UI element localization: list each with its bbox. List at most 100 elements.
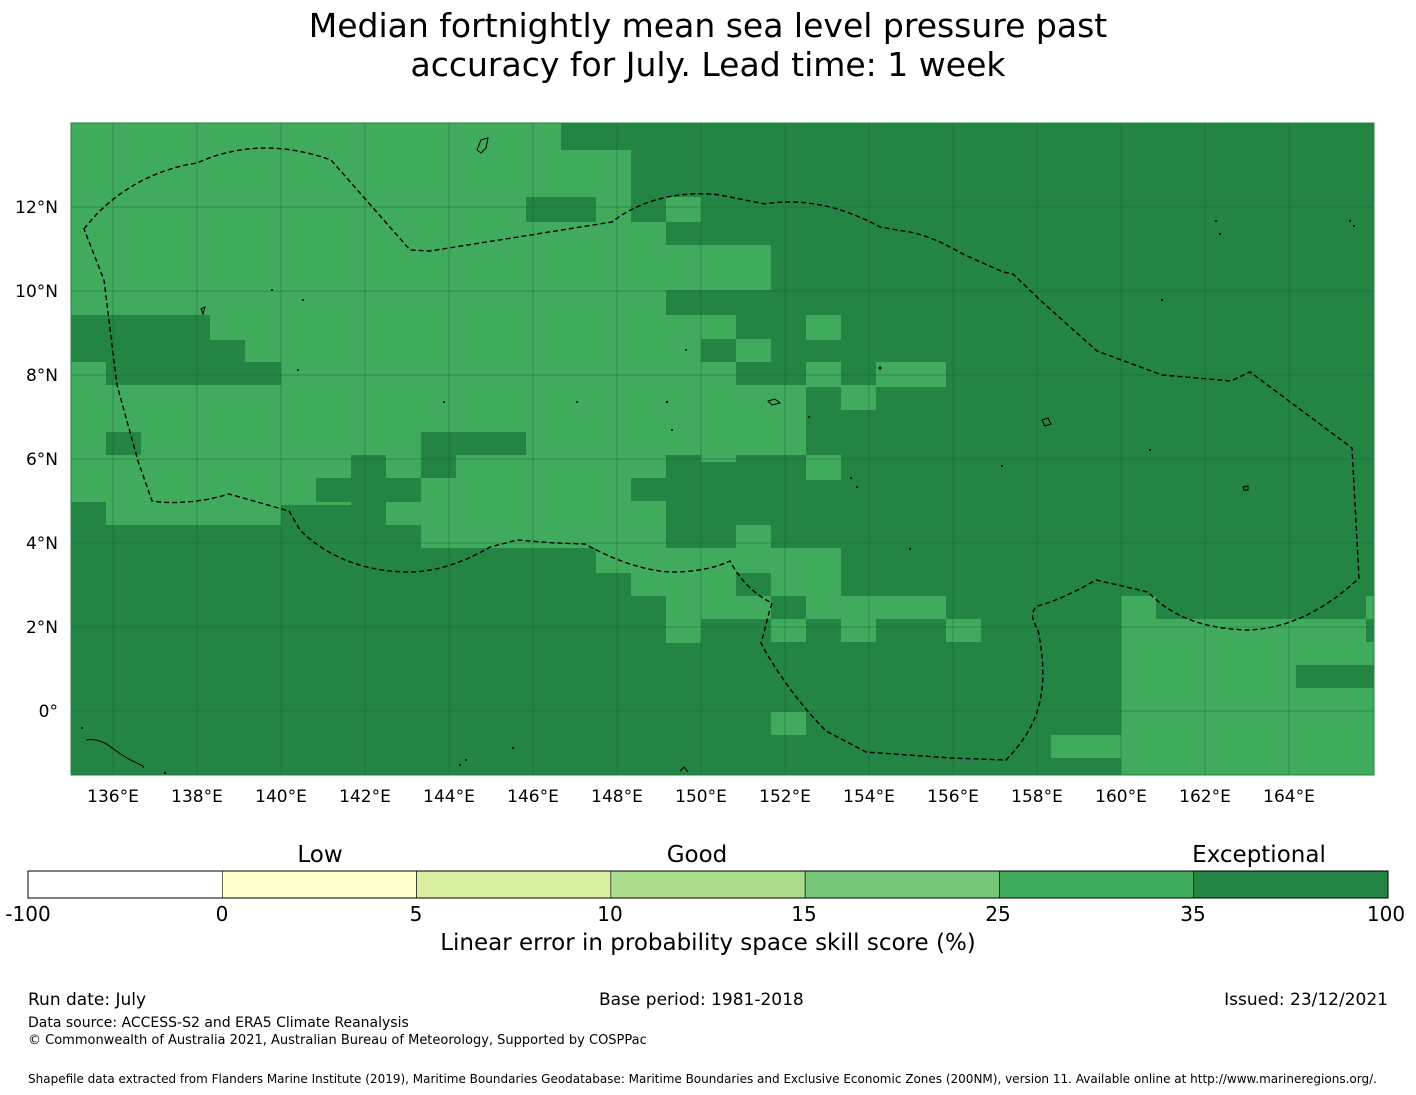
region-block: [701, 315, 736, 340]
copyright: © Commonwealth of Australia 2021, Austra…: [28, 1033, 647, 1048]
region-block: [666, 197, 701, 222]
atoll-dot: [671, 429, 673, 431]
lon-tick-label: 152°E: [759, 787, 811, 807]
colorbar-segment: [221, 870, 417, 899]
atoll-dot: [1149, 449, 1151, 451]
region-block: [736, 525, 771, 573]
atoll-dot: [1215, 220, 1217, 222]
region-block: [771, 619, 806, 642]
region-block: [1051, 735, 1121, 758]
atoll-dot: [271, 289, 273, 291]
region-block: [701, 339, 736, 362]
lon-tick-label: 158°E: [1011, 787, 1063, 807]
lat-tick-label: 6°N: [26, 450, 58, 470]
region-block: [1366, 619, 1374, 642]
lon-tick-label: 144°E: [423, 787, 475, 807]
colorbar-segments: [27, 870, 1389, 899]
colorbar-title: Linear error in probability space skill …: [440, 930, 976, 956]
region-block: [1296, 665, 1374, 688]
atoll-dot: [850, 477, 852, 479]
region-block: [1366, 642, 1374, 775]
pohnpei-island-outline: [1041, 417, 1052, 427]
region-block: [736, 573, 771, 596]
atoll-dot: [163, 771, 167, 775]
region-block: [526, 222, 666, 495]
colorbar-segment: [610, 870, 806, 899]
colorbar-segment: [416, 870, 612, 899]
atoll-dot: [443, 401, 445, 403]
good-skill-region: [71, 123, 1374, 775]
atoll-dot: [808, 416, 810, 418]
issued-date: Issued: 23/12/2021: [1224, 990, 1388, 1010]
region-block: [771, 596, 806, 619]
region-block: [106, 362, 281, 385]
region-block: [526, 197, 596, 222]
colorbar-tick: 5: [409, 902, 423, 926]
region-block: [806, 315, 841, 340]
data-source: Data source: ACCESS-S2 and ERA5 Climate …: [28, 1015, 409, 1031]
atoll-dot: [576, 401, 578, 403]
colorbar-frame: [27, 870, 1389, 899]
colorbar-label-good: Good: [666, 842, 728, 868]
colorbar-tick: 10: [597, 902, 623, 926]
lon-tick-label: 148°E: [591, 787, 643, 807]
lon-tick-label: 142°E: [339, 787, 391, 807]
lat-tick-label: 10°N: [15, 282, 58, 302]
region-block: [631, 478, 701, 501]
shapefile-credit: Shapefile data extracted from Flanders M…: [28, 1072, 1377, 1086]
region-block: [421, 432, 526, 455]
region-block: [771, 548, 841, 596]
region-block: [386, 502, 421, 525]
colorbar-tick: 35: [1180, 902, 1206, 926]
lon-tick-label: 138°E: [171, 787, 223, 807]
colorbar-tick: -100: [5, 902, 51, 926]
region-block: [736, 362, 806, 385]
colorbar-tick: 100: [1366, 902, 1406, 926]
colorbar-label-exceptional: Exceptional: [1192, 842, 1326, 868]
new-ireland-coast-outline: [679, 766, 689, 773]
atoll-dot: [1349, 220, 1351, 222]
region-block: [316, 478, 421, 502]
colorbar-segment: [804, 870, 1000, 899]
region-block: [701, 596, 771, 619]
region-block: [666, 245, 771, 290]
lon-tick-label: 164°E: [1263, 787, 1315, 807]
atoll-dot: [878, 366, 882, 370]
yap-island-outline: [200, 306, 206, 316]
region-block: [841, 619, 876, 642]
map-title: Median fortnightly mean sea level pressu…: [0, 6, 1416, 84]
lat-tick-label: 2°N: [26, 618, 58, 638]
atoll-dot: [1001, 465, 1003, 467]
region-block: [596, 173, 631, 223]
colorbar-tick: 0: [215, 902, 229, 926]
atoll-dot: [856, 486, 858, 488]
eez-boundary: [83, 147, 1360, 761]
islands: [85, 137, 1249, 773]
base-period: Base period: 1981-2018: [599, 990, 804, 1010]
lon-tick-label: 162°E: [1179, 787, 1231, 807]
region-block: [736, 339, 771, 364]
skill-score-map: 136°E 138°E 140°E 142°E 144°E 146°E 148°…: [15, 122, 1375, 807]
atoll-dots: [81, 220, 1355, 775]
atoll-dot: [1219, 233, 1221, 235]
region-block: [1156, 619, 1366, 775]
atoll-dot: [465, 759, 467, 761]
region-block: [631, 222, 666, 247]
lat-tick-label: 0°: [39, 702, 58, 722]
region-block: [771, 712, 806, 735]
map-frame: [70, 122, 1375, 776]
lon-tick-label: 160°E: [1095, 787, 1147, 807]
lat-tick-label: 8°N: [26, 366, 58, 386]
colorbar: [27, 870, 1389, 899]
region-block: [736, 455, 806, 478]
guam-island-outline: [476, 137, 489, 154]
lon-tick-label: 136°E: [87, 787, 139, 807]
region-block: [71, 315, 210, 362]
atoll-dot: [665, 400, 669, 404]
lon-tick-labels: 136°E 138°E 140°E 142°E 144°E 146°E 148°…: [87, 787, 1315, 807]
region-block: [946, 619, 981, 642]
run-date: Run date: July: [28, 990, 147, 1010]
region-block: [1366, 596, 1374, 619]
atoll-dot: [909, 548, 911, 550]
colorbar-label-low: Low: [297, 842, 343, 868]
